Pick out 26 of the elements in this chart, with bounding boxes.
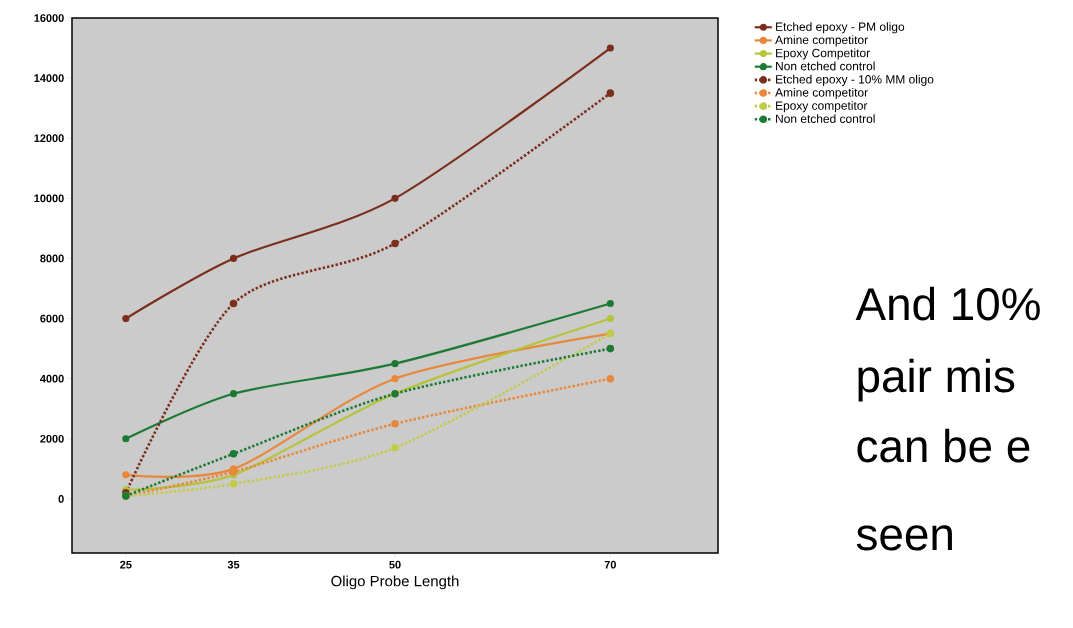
x-tick-label: 25 — [120, 560, 132, 569]
legend-label: Epoxy competitor — [776, 101, 868, 113]
x-tick-label: 70 — [604, 560, 616, 569]
legend-label: Amine competitor — [775, 35, 868, 47]
y-tick-label: 0 — [58, 495, 64, 503]
legend-label: Non etched control — [776, 61, 875, 71]
x-tick-label: 50 — [389, 560, 401, 569]
y-tick-label: 14000 — [34, 74, 64, 82]
legend-label: Non etched control — [776, 114, 875, 123]
legend-label: Etched epoxy - 10% MM oligo — [776, 74, 934, 86]
y-tick-label: 4000 — [40, 374, 64, 383]
y-tick-label: 16000 — [34, 14, 64, 22]
text: can be e — [857, 428, 1030, 463]
y-tick-label: 6000 — [40, 314, 64, 323]
x-axis-title: Oligo Probe Length — [331, 575, 459, 590]
x-tick-label: 35 — [227, 560, 240, 569]
y-tick-label: 8000 — [40, 254, 64, 263]
legend-label: Epoxy Competitor — [776, 48, 870, 60]
legend-label: Etched epoxy - PM oligo — [776, 22, 905, 34]
y-tick-label: 12000 — [34, 134, 64, 143]
y-tick-label: 2000 — [40, 434, 64, 443]
text: pair mis — [858, 358, 1015, 402]
y-tick-label: 10000 — [34, 194, 64, 203]
legend-label: Amine competitor — [775, 87, 868, 100]
text: And 10% — [855, 286, 1040, 321]
text: seen — [856, 525, 952, 551]
